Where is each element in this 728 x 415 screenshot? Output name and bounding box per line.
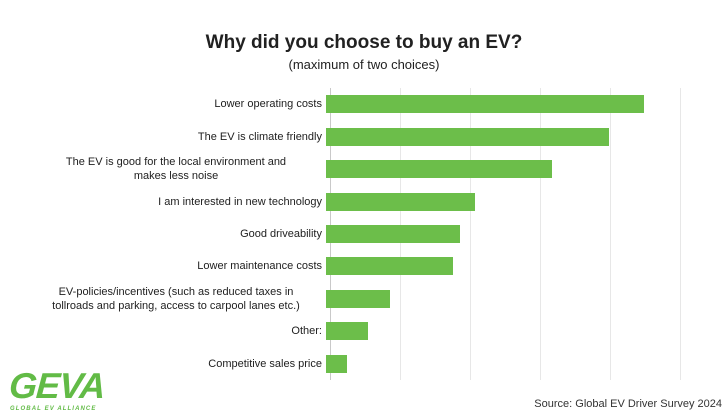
category-label: Other:	[291, 325, 322, 338]
chart-subtitle: (maximum of two choices)	[288, 57, 440, 72]
bar	[326, 127, 609, 146]
source-caption: Source: Global EV Driver Survey 2024	[534, 398, 722, 410]
bar-track	[326, 160, 715, 179]
category-label: Lower maintenance costs	[197, 260, 322, 273]
chart-row: Good driveability	[30, 218, 715, 250]
category-label: Good driveability	[240, 227, 322, 240]
chart-row: The EV is good for the local environment…	[30, 153, 715, 185]
category-label: Competitive sales price	[208, 357, 322, 370]
bar	[326, 192, 475, 211]
geva-logo: GEVA GLOBAL EV ALLIANCE	[7, 365, 107, 412]
chart-title: Why did you choose to buy an EV?	[205, 32, 523, 53]
bar-track	[326, 127, 715, 146]
bar-track	[326, 354, 715, 373]
x-gridline	[680, 88, 681, 380]
chart-rows: Lower operating costs The EV is climate f…	[30, 88, 715, 380]
x-gridline	[610, 88, 611, 380]
category-label: Lower operating costs	[214, 98, 322, 111]
bar-track	[326, 192, 715, 211]
geva-logo-tagline: GLOBAL EV ALLIANCE	[10, 406, 97, 412]
bar	[326, 322, 369, 341]
bar	[326, 160, 553, 179]
bar	[326, 289, 390, 308]
bar-track	[326, 322, 715, 341]
bar	[326, 224, 461, 243]
bar-track	[326, 289, 715, 308]
category-label: EV-policies/incentives (such as reduced …	[52, 285, 300, 312]
bar-track	[326, 95, 715, 114]
chart-row: EV-policies/incentives (such as reduced …	[30, 283, 715, 315]
bar	[326, 354, 348, 373]
chart-row: Lower maintenance costs	[30, 250, 715, 282]
chart-row: The EV is climate friendly	[30, 120, 715, 152]
x-gridline	[470, 88, 471, 380]
bar-track	[326, 224, 715, 243]
chart-row: Lower operating costs	[30, 88, 715, 120]
category-label: The EV is good for the local environment…	[65, 156, 287, 183]
category-label: I am interested in new technology	[158, 195, 322, 208]
bar	[326, 95, 645, 114]
chart-header: Why did you choose to buy an EV? (maximu…	[0, 31, 728, 73]
geva-logo-text: GEVA	[7, 365, 107, 406]
x-gridline	[540, 88, 541, 380]
bar	[326, 257, 454, 276]
bar-track	[326, 257, 715, 276]
category-label: The EV is climate friendly	[197, 130, 322, 143]
chart-row: I am interested in new technology	[30, 185, 715, 217]
chart-row: Competitive sales price	[30, 348, 715, 380]
chart-row: Other:	[30, 315, 715, 347]
